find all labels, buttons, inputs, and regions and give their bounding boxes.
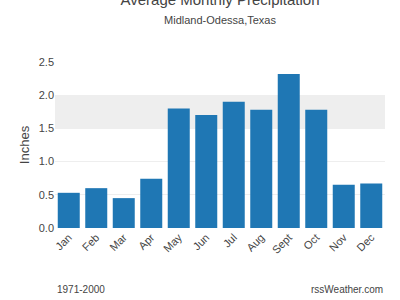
svg-text:Aug: Aug [244,231,266,253]
svg-text:Average Monthly PrecipitationM: Average Monthly PrecipitationMidland-Ode… [121,0,320,26]
svg-text:rssWeather.com: rssWeather.com [311,284,383,295]
svg-text:0.0: 0.0 [39,222,54,234]
svg-text:1.0: 1.0 [39,155,54,167]
svg-text:Sept: Sept [270,231,294,255]
svg-text:Mar: Mar [107,231,129,253]
svg-text:Jan: Jan [53,231,74,252]
svg-text:May: May [161,231,185,255]
svg-text:1.5: 1.5 [39,122,54,134]
svg-text:Feb: Feb [80,231,102,253]
svg-text:2.5: 2.5 [39,56,54,68]
svg-text:Dec: Dec [354,231,377,254]
svg-text:Apr: Apr [136,231,157,252]
svg-text:Jul: Jul [221,231,239,249]
svg-text:Inches: Inches [17,125,32,164]
svg-text:0.5: 0.5 [39,189,54,201]
svg-text:1971-2000: 1971-2000 [57,284,105,295]
svg-text:2.0: 2.0 [39,89,54,101]
svg-text:Jun: Jun [191,231,212,252]
svg-text:Oct: Oct [301,231,322,252]
svg-text:Nov: Nov [327,231,350,254]
